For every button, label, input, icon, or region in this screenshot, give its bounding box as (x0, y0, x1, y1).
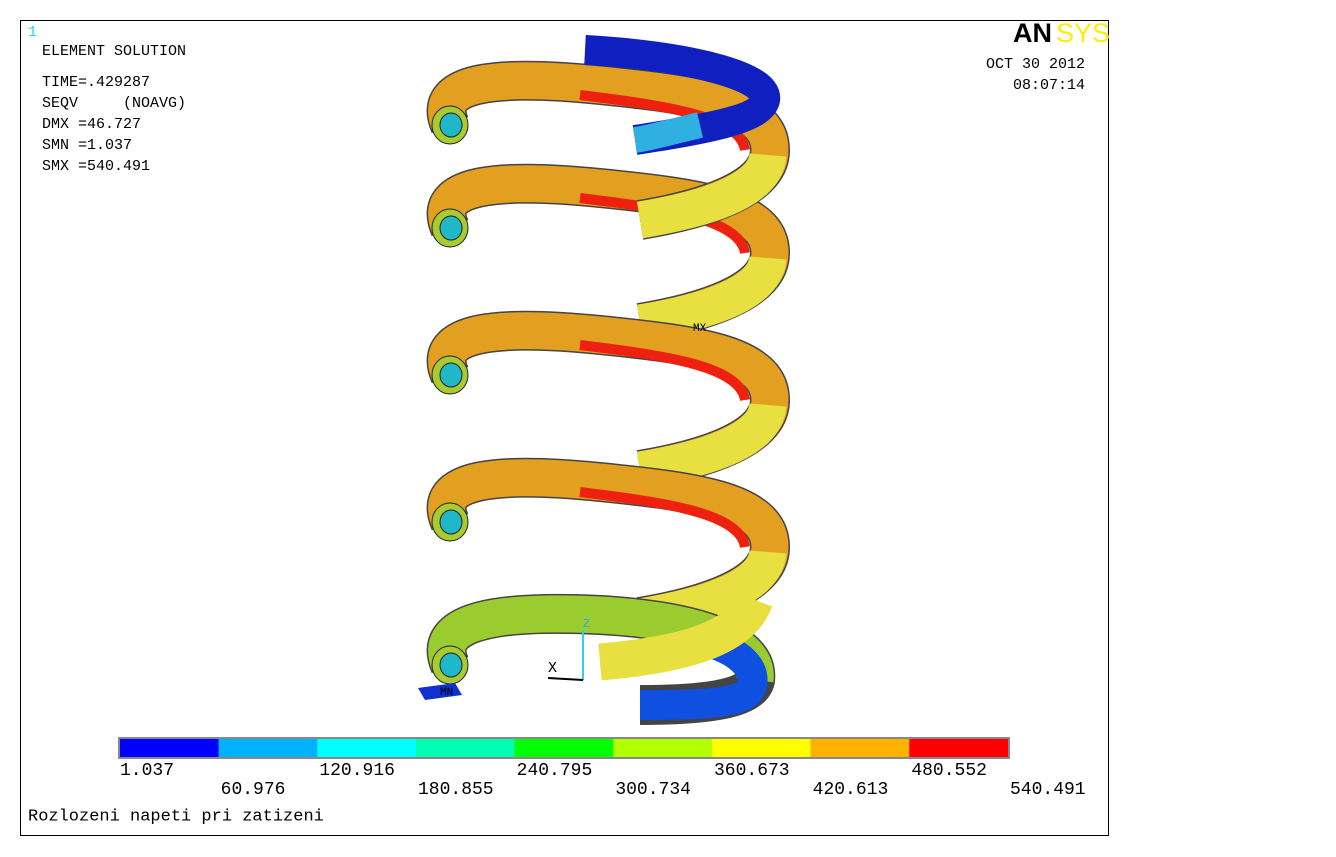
legend-label: 120.916 (319, 761, 395, 781)
info-line: SMN =1.037 (42, 137, 132, 154)
min-marker: MN (440, 687, 453, 699)
info-block: ELEMENT SOLUTION TIME=.429287 SEQV (NOAVG)… (42, 43, 186, 175)
legend-swatch (712, 739, 811, 757)
frame (20, 20, 1109, 836)
max-marker: MX (693, 323, 707, 335)
info-line: SEQV (NOAVG) (42, 95, 186, 112)
legend-label: 60.976 (221, 780, 286, 800)
caption: Rozlozeni napeti pri zatizeni (28, 807, 324, 826)
triad-z: Z (583, 617, 590, 631)
triad-x: X (548, 660, 557, 677)
date: OCT 30 2012 (986, 56, 1085, 73)
legend-swatch (613, 739, 712, 757)
legend-label: 360.673 (714, 761, 790, 781)
legend-swatch (514, 739, 614, 757)
logo-an: AN (1013, 18, 1052, 48)
legend-swatch (317, 739, 416, 757)
spring (418, 35, 770, 725)
legend-label: 480.552 (911, 761, 987, 781)
legend-swatch (218, 739, 318, 757)
legend-swatch (810, 739, 910, 757)
info-line: DMX =46.727 (42, 116, 141, 133)
legend-label: 540.491 (1010, 780, 1086, 800)
logo-sys: SYS (1056, 18, 1110, 48)
legend: 1.037 60.976 120.916 180.855 240.795 300.734 3… (120, 739, 1086, 800)
legend-label: 180.855 (418, 780, 494, 800)
legend-label: 300.734 (615, 780, 691, 800)
info-line: SMX =540.491 (42, 158, 150, 175)
legend-swatch (909, 739, 1008, 757)
legend-swatch (120, 739, 219, 757)
legend-swatch (416, 739, 515, 757)
legend-label: 240.795 (517, 761, 593, 781)
info-line: ELEMENT SOLUTION (42, 43, 186, 60)
legend-label: 1.037 (120, 761, 174, 781)
window-number: 1 (28, 24, 37, 41)
info-line: TIME=.429287 (42, 74, 150, 91)
legend-label: 420.613 (813, 780, 889, 800)
time: 08:07:14 (1013, 77, 1085, 94)
